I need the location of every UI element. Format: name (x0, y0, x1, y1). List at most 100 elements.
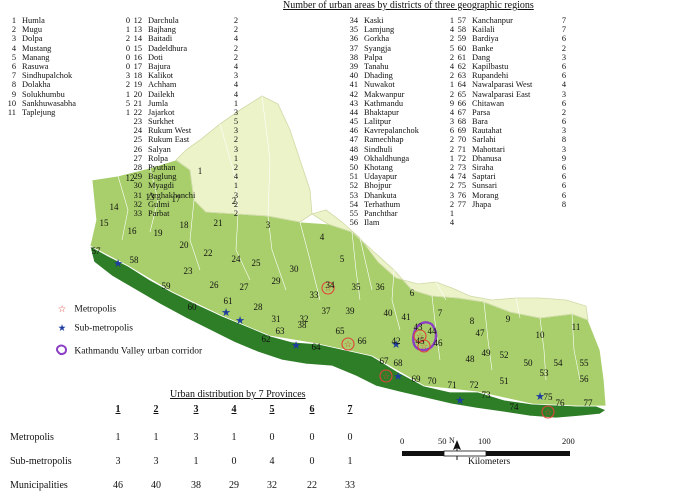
district-row: 64 Nawalparasi West 4 (452, 80, 568, 89)
district-name: Kaski (364, 16, 384, 25)
district-number: 59 (457, 34, 466, 44)
district-map-label: 64 (312, 342, 322, 352)
district-urban-count: 1 (233, 98, 238, 108)
district-number: 12 (133, 16, 142, 25)
district-map-label: 62 (262, 334, 271, 344)
district-name: Ilam (364, 218, 380, 228)
district-name: Bhojpur (364, 181, 392, 191)
district-map-label: 42 (392, 336, 401, 346)
district-number: 34 (349, 16, 358, 25)
legend-corridor: Kathmandu Valley urban corridor (52, 344, 202, 359)
district-number: 11 (7, 107, 16, 117)
district-row: 70 Sarlahi 8 (452, 135, 568, 144)
district-name: Bajhang (148, 25, 176, 35)
district-map-label: 18 (180, 220, 190, 230)
scale-tick-100: 100 (478, 436, 491, 446)
district-number: 63 (457, 71, 466, 81)
province-cell: 0 (309, 456, 315, 467)
district-urban-count: 4 (449, 107, 454, 117)
district-number: 18 (133, 71, 142, 81)
submetropolis-star: ★ (235, 314, 245, 327)
district-urban-count: 4 (233, 80, 238, 90)
legend-metropolis: ☆ Metropolis (52, 304, 116, 315)
province-header-7: 7 (347, 404, 353, 415)
district-name: Kathmandu (364, 98, 404, 108)
legend-metropolis-label: Metropolis (74, 304, 117, 315)
district-number: 20 (133, 89, 142, 99)
district-row: 10 Sankhuwasabha 5 (2, 99, 130, 108)
metropolis-icon: ☆ (57, 305, 67, 315)
district-urban-count: 6 (561, 117, 566, 127)
district-row: 9 Solukhumbu 1 (2, 89, 130, 99)
district-number: 57 (457, 16, 466, 25)
district-boundaries (117, 95, 581, 381)
district-map-label: 45 (416, 336, 426, 346)
district-row: 37 Syangja 5 (344, 44, 460, 53)
district-name: Salyan (148, 144, 171, 154)
district-row: 4 Mustang 0 (2, 43, 130, 53)
province-header-1: 1 (115, 404, 121, 415)
district-name: Nuwakot (364, 80, 395, 90)
district-map-label: 15 (100, 218, 110, 228)
district-number: 71 (457, 144, 466, 154)
district-name: Dolakha (22, 80, 51, 90)
district-urban-count: 5 (233, 117, 238, 127)
district-name: Siraha (472, 163, 494, 172)
district-urban-count: 3 (561, 144, 566, 154)
district-number: 17 (133, 61, 142, 71)
district-name: Pyuthan (148, 163, 176, 172)
district-map-label: 63 (276, 326, 286, 336)
district-row: 35 Lamjung 4 (344, 25, 460, 34)
district-urban-count: 2 (233, 135, 238, 145)
district-row: 25 Rukum East 2 (128, 135, 244, 144)
district-map-label: 74 (510, 402, 520, 412)
district-urban-count: 3 (233, 71, 238, 81)
district-number: 38 (349, 52, 358, 62)
district-map-label: 9 (506, 314, 511, 324)
district-number: 56 (349, 218, 358, 228)
district-map-label: 66 (358, 336, 368, 346)
district-number: 1 (11, 16, 16, 25)
district-urban-count: 8 (561, 199, 566, 209)
district-name: Rautahat (472, 126, 502, 136)
province-cell: 0 (269, 432, 275, 443)
submetropolis-star: ★ (113, 257, 123, 270)
district-number: 16 (133, 52, 142, 62)
district-number: 46 (349, 126, 358, 136)
district-map-label: 20 (180, 240, 190, 250)
district-number: 42 (349, 89, 358, 99)
district-row: 50 Khotang 2 (344, 163, 460, 172)
district-urban-count: 9 (449, 98, 454, 108)
district-urban-count: 2 (233, 52, 238, 62)
province-cell: 0 (347, 432, 353, 443)
district-name: Solukhumbu (22, 89, 65, 99)
district-map-label: 10 (536, 330, 546, 340)
district-row: 17 Bajura 4 (128, 62, 244, 71)
district-row: 52 Bhojpur 2 (344, 181, 460, 190)
district-name: Dadeldhura (148, 43, 188, 53)
district-urban-count: 9 (561, 153, 566, 163)
metropolis-markers (321, 281, 555, 419)
scale-tick-50: 50 (438, 436, 447, 446)
district-number: 73 (457, 163, 466, 172)
district-name: Nawalparasi East (472, 89, 531, 99)
district-row: 49 Okhaldhunga 1 (344, 154, 460, 163)
district-urban-count: 3 (561, 126, 566, 136)
district-row: 66 Chitawan 6 (452, 99, 568, 108)
district-row: 14 Baitadi 4 (128, 34, 244, 43)
district-row: 58 Kailali 7 (452, 25, 568, 34)
district-number: 61 (457, 52, 466, 62)
province-cell: 22 (307, 480, 317, 491)
district-map-label: 35 (352, 282, 362, 292)
district-urban-count: 4 (449, 25, 454, 35)
province-cell: 0 (309, 432, 315, 443)
district-urban-count: 0 (125, 43, 130, 53)
district-map-label: 76 (556, 398, 566, 408)
district-map-label: 14 (110, 202, 120, 212)
metropolis-marker (321, 281, 335, 295)
district-row: 19 Achham 4 (128, 80, 244, 89)
district-list-col-4: 57 Kanchanpur 7 58 Kailali 7 59 Bardiya 6 60 Banke… (452, 16, 568, 209)
district-row: 44 Bhaktapur 4 (344, 108, 460, 117)
district-name: Rasuwa (22, 61, 49, 71)
